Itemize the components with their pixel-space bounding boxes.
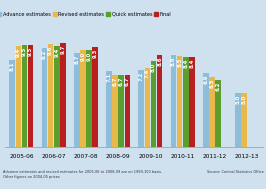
Text: 5.0: 5.0 bbox=[242, 95, 247, 104]
Text: 9.3: 9.3 bbox=[93, 49, 98, 58]
Bar bbox=[22, 45, 27, 147]
Text: 9.7: 9.7 bbox=[60, 44, 65, 53]
Bar bbox=[183, 57, 189, 147]
Bar bbox=[112, 75, 118, 147]
Text: 7.4: 7.4 bbox=[145, 69, 150, 78]
Text: 8.0: 8.0 bbox=[151, 63, 156, 72]
Bar bbox=[215, 81, 221, 147]
Bar bbox=[42, 48, 47, 147]
Text: 6.5: 6.5 bbox=[209, 79, 214, 88]
Text: 6.9: 6.9 bbox=[203, 74, 208, 84]
Bar bbox=[177, 56, 182, 147]
Legend: Advance estimates, Revised estimates, Quick estimates, Final: Advance estimates, Revised estimates, Qu… bbox=[0, 12, 171, 17]
Text: 9.2: 9.2 bbox=[42, 50, 47, 59]
Bar bbox=[235, 93, 241, 147]
Text: 8.6: 8.6 bbox=[171, 56, 176, 66]
Bar bbox=[189, 57, 195, 147]
Bar bbox=[86, 50, 92, 147]
Text: 7.2: 7.2 bbox=[139, 71, 144, 81]
Text: 8.4: 8.4 bbox=[189, 58, 194, 68]
Text: 6.7: 6.7 bbox=[119, 77, 124, 86]
Text: 7.1: 7.1 bbox=[106, 72, 111, 82]
Bar bbox=[241, 93, 247, 147]
Text: 8.4: 8.4 bbox=[183, 58, 188, 68]
Bar bbox=[92, 47, 98, 147]
Bar bbox=[118, 75, 124, 147]
Bar bbox=[28, 45, 34, 147]
Text: 9.5: 9.5 bbox=[28, 46, 33, 56]
Text: 6.7: 6.7 bbox=[113, 77, 118, 86]
Bar bbox=[145, 67, 150, 147]
Text: 6.7: 6.7 bbox=[125, 77, 130, 86]
Bar bbox=[138, 70, 144, 147]
Bar bbox=[60, 43, 66, 147]
Bar bbox=[151, 61, 156, 147]
Bar bbox=[48, 44, 53, 147]
Text: 8.1: 8.1 bbox=[10, 62, 15, 71]
Bar bbox=[16, 46, 21, 147]
Bar bbox=[80, 50, 86, 147]
Text: 9.4: 9.4 bbox=[54, 47, 59, 57]
Bar bbox=[157, 55, 163, 147]
Text: 9.0: 9.0 bbox=[80, 52, 85, 61]
Text: 9.0: 9.0 bbox=[86, 52, 92, 61]
Bar bbox=[124, 75, 130, 147]
Bar bbox=[171, 55, 176, 147]
Text: 6.2: 6.2 bbox=[215, 82, 221, 91]
Text: 8.5: 8.5 bbox=[177, 57, 182, 67]
Text: Source: Central Statistics Office: Source: Central Statistics Office bbox=[207, 170, 263, 174]
Bar bbox=[54, 46, 60, 147]
Text: 8.6: 8.6 bbox=[157, 56, 162, 66]
Bar bbox=[74, 53, 80, 147]
Bar bbox=[9, 60, 15, 147]
Text: Advance estimates and revised estimates for 2005-06 to 2008-09 are on 1999-100 b: Advance estimates and revised estimates … bbox=[3, 170, 162, 179]
Text: 5.0: 5.0 bbox=[235, 95, 240, 104]
Bar bbox=[203, 73, 209, 147]
Text: 9.5: 9.5 bbox=[22, 46, 27, 56]
Text: 8.7: 8.7 bbox=[74, 55, 79, 64]
Bar bbox=[106, 71, 112, 147]
Text: 9.4: 9.4 bbox=[16, 47, 21, 57]
Text: 9.6: 9.6 bbox=[48, 45, 53, 55]
Bar bbox=[209, 77, 215, 147]
